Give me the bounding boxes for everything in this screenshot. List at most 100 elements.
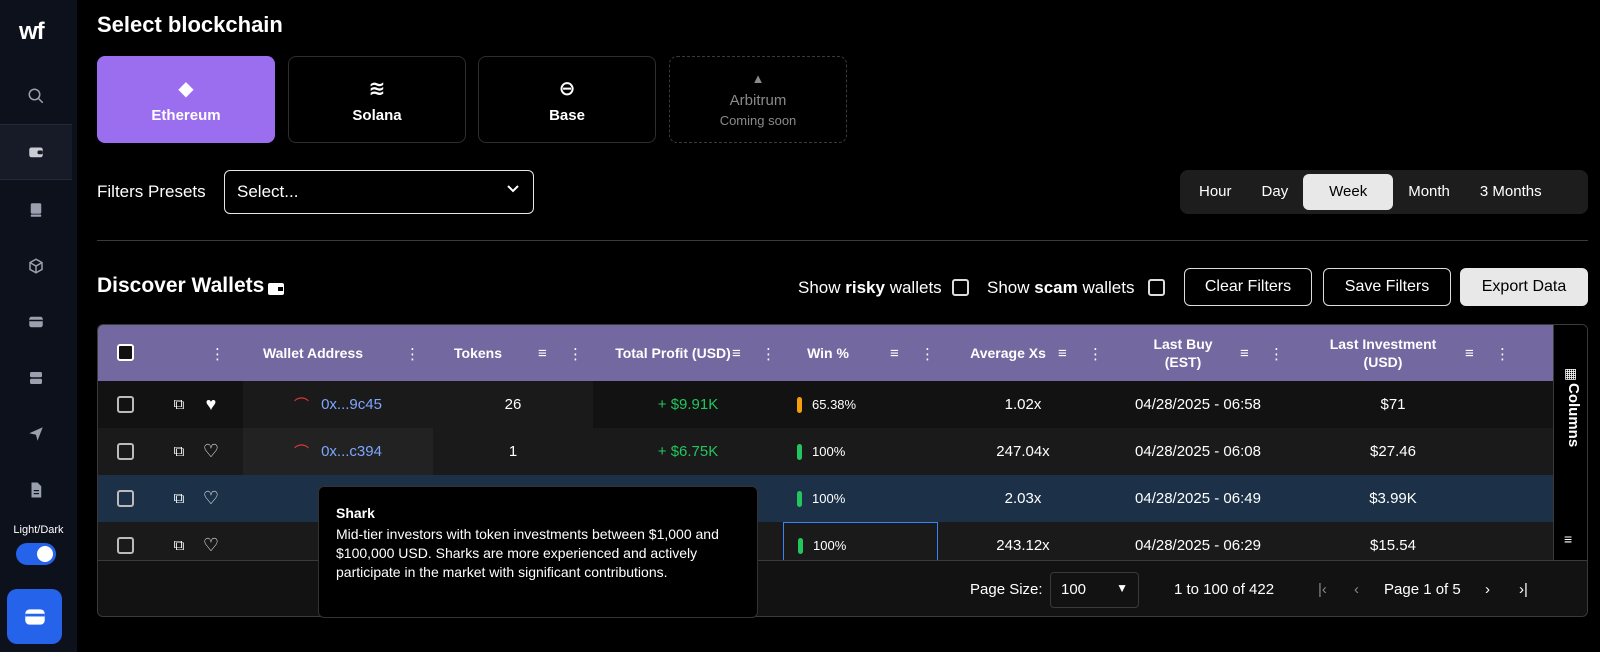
- heart-outline-icon[interactable]: ♡: [202, 441, 220, 461]
- caret-down-icon: ▼: [1116, 581, 1128, 595]
- period-month[interactable]: Month: [1408, 183, 1450, 200]
- column-menu-icon[interactable]: ⋮: [1269, 346, 1284, 363]
- select-all-checkbox[interactable]: [117, 344, 134, 361]
- filter-icon[interactable]: ≡: [890, 345, 899, 362]
- wallet-button[interactable]: [7, 589, 62, 644]
- row-checkbox[interactable]: [117, 537, 134, 554]
- wallet-icon[interactable]: [0, 124, 72, 180]
- next-page-icon[interactable]: ›: [1485, 581, 1490, 598]
- win-cell: 100%: [783, 475, 938, 522]
- tokens-cell: 26: [433, 381, 593, 428]
- last-investment-cell: $3.99K: [1369, 490, 1417, 507]
- chain-base[interactable]: ⊖ Base: [478, 56, 656, 143]
- search-icon[interactable]: [0, 68, 72, 124]
- show-risky-checkbox[interactable]: [952, 279, 969, 296]
- wallet-address[interactable]: 0x...c394: [321, 443, 382, 460]
- header-average-xs[interactable]: Average Xs: [970, 345, 1046, 361]
- chain-ethereum[interactable]: ◆ Ethereum: [97, 56, 275, 143]
- header-last-buy[interactable]: Last Buy (EST): [1153, 336, 1213, 370]
- ethereum-icon: ◆: [178, 77, 194, 100]
- heart-filled-icon[interactable]: ♥: [205, 394, 217, 414]
- row-checkbox[interactable]: [117, 396, 134, 413]
- period-hour[interactable]: Hour: [1199, 183, 1232, 200]
- period-3-months[interactable]: 3 Months: [1479, 183, 1542, 200]
- row-checkbox[interactable]: [117, 443, 134, 460]
- page-size-select[interactable]: 100 ▼: [1050, 572, 1139, 608]
- wallet-address[interactable]: 0x...9c45: [321, 396, 382, 413]
- wallet-icon: [24, 608, 45, 625]
- show-text: Show: [987, 278, 1030, 297]
- chain-label: Solana: [352, 106, 402, 124]
- header-total-profit[interactable]: Total Profit (USD): [615, 345, 731, 361]
- base-icon: ⊖: [558, 77, 576, 100]
- row-checkbox[interactable]: [117, 490, 134, 507]
- heart-outline-icon[interactable]: ♡: [202, 488, 220, 508]
- column-menu-icon[interactable]: ⋮: [920, 346, 935, 363]
- column-menu-icon[interactable]: ⋮: [210, 346, 225, 363]
- columns-side-panel[interactable]: ▦ ≡: [1553, 325, 1587, 560]
- avgx-cell: 1.02x: [1004, 396, 1042, 413]
- copy-icon[interactable]: ⧉: [173, 396, 185, 413]
- win-value: 100%: [813, 538, 847, 553]
- wallet-address-cell[interactable]: ⌒ 0x...c394: [243, 428, 433, 475]
- filter-icon[interactable]: ≡: [1465, 345, 1474, 362]
- cube-icon[interactable]: [0, 238, 72, 294]
- preset-placeholder: Select...: [237, 182, 299, 201]
- theme-toggle[interactable]: [16, 543, 56, 565]
- last-buy-cell: 04/28/2025 - 06:58: [1135, 396, 1261, 413]
- column-menu-icon[interactable]: ⋮: [568, 346, 583, 363]
- filter-icon[interactable]: ≡: [732, 345, 741, 362]
- export-data-button[interactable]: Export Data: [1460, 268, 1588, 306]
- server-icon[interactable]: [0, 350, 72, 406]
- period-day[interactable]: Day: [1261, 183, 1289, 200]
- column-menu-icon[interactable]: ⋮: [405, 346, 420, 363]
- row-range: 1 to 100 of 422: [1174, 581, 1275, 598]
- last-buy-cell: 04/28/2025 - 06:29: [1135, 537, 1261, 554]
- table-row[interactable]: ⧉ ♡ ⌒ 0x...c394 1 + $6.75K 100% 247.04x …: [98, 428, 1553, 475]
- heart-outline-icon[interactable]: ♡: [202, 535, 220, 555]
- header-last-investment[interactable]: Last Investment (USD): [1329, 336, 1437, 370]
- first-page-icon[interactable]: |‹: [1318, 581, 1327, 598]
- column-menu-icon[interactable]: ⋮: [1495, 346, 1510, 363]
- wallet-icon: [268, 283, 284, 295]
- copy-icon[interactable]: ⧉: [173, 490, 185, 507]
- header-tokens[interactable]: Tokens: [454, 345, 502, 361]
- last-buy-cell: 04/28/2025 - 06:49: [1135, 490, 1261, 507]
- table-header: ⋮ Wallet Address ⋮ Tokens ≡ ⋮ Total Prof…: [98, 325, 1553, 381]
- win-indicator: [797, 396, 802, 413]
- clear-filters-button[interactable]: Clear Filters: [1184, 268, 1312, 306]
- table-row[interactable]: ⧉ ♡ ◣ 100% 2.03x 04/28/2025 - 06:49 $3.9…: [98, 475, 1553, 522]
- chain-solana[interactable]: ≋ Solana: [288, 56, 466, 143]
- save-filters-button[interactable]: Save Filters: [1323, 268, 1451, 306]
- shrimp-icon: ⌒: [294, 444, 310, 461]
- table-row[interactable]: ⧉ ♥ ⌒ 0x...9c45 26 + $9.91K 65.38% 1.02x…: [98, 381, 1553, 428]
- copy-icon[interactable]: ⧉: [173, 537, 185, 554]
- filter-icon[interactable]: ≡: [1058, 345, 1067, 362]
- period-week[interactable]: Week: [1303, 174, 1394, 210]
- header-win-percent[interactable]: Win %: [807, 345, 849, 361]
- win-cell: 100%: [783, 428, 938, 475]
- app-logo[interactable]: wf: [19, 18, 45, 45]
- card-icon[interactable]: [0, 294, 72, 350]
- copy-icon[interactable]: ⧉: [173, 443, 185, 460]
- column-menu-icon[interactable]: ⋮: [761, 346, 776, 363]
- filters-preset-select[interactable]: Select...: [224, 170, 534, 214]
- previous-page-icon[interactable]: ‹: [1354, 581, 1359, 598]
- wallets-text: wallets: [1082, 278, 1135, 297]
- filter-icon[interactable]: ≡: [1240, 345, 1249, 362]
- tooltip-body: Mid-tier investors with token investment…: [336, 526, 719, 580]
- columns-label[interactable]: Columns: [1565, 383, 1582, 448]
- book-icon[interactable]: [0, 182, 72, 238]
- filter-icon[interactable]: ≡: [538, 345, 547, 362]
- wallet-address-cell[interactable]: ⌒ 0x...9c45: [243, 381, 433, 428]
- show-scam-checkbox[interactable]: [1148, 279, 1165, 296]
- send-icon[interactable]: [0, 406, 72, 462]
- last-page-icon[interactable]: ›|: [1519, 581, 1528, 598]
- filter-panel-icon[interactable]: ≡: [1564, 531, 1573, 547]
- header-wallet-address[interactable]: Wallet Address: [262, 345, 364, 361]
- scam-text: scam: [1034, 278, 1078, 297]
- column-menu-icon[interactable]: ⋮: [1088, 346, 1103, 363]
- show-scam-label: Show scam wallets: [987, 278, 1134, 298]
- last-investment-cell: $71: [1380, 396, 1406, 413]
- document-icon[interactable]: [0, 462, 72, 518]
